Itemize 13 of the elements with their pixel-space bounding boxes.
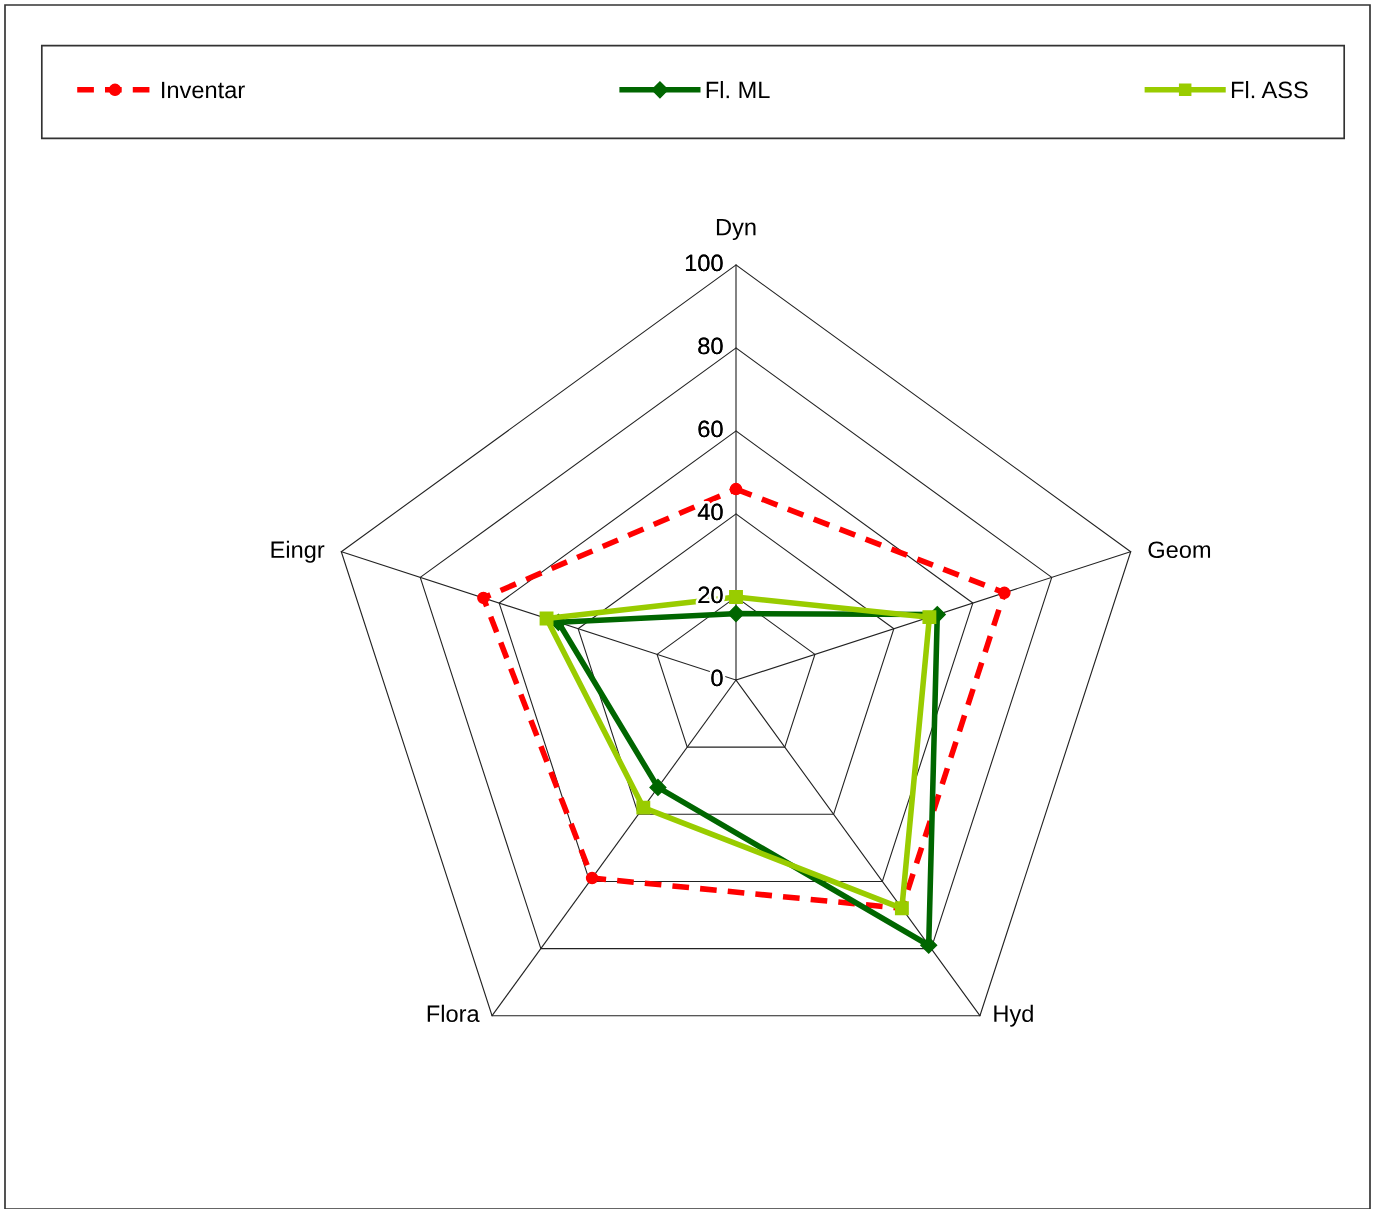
spoke-label: Eingr [271, 540, 325, 563]
legend-label: Fl. ML [706, 81, 770, 99]
spoke-label: Dyn [716, 218, 756, 241]
spoke-label: Geom [1148, 541, 1211, 559]
y-tick-label: 80 [698, 337, 723, 355]
y-tick-label: 60 [698, 420, 723, 438]
y-tick-label: 40 [697, 503, 723, 521]
y-tick-label: 100 [685, 254, 723, 272]
spoke-label: Hyd [994, 1004, 1033, 1027]
legend-label: Fl. ASS [1231, 81, 1308, 99]
legend-label: Inventar [162, 81, 245, 99]
y-tick-label: 0 [711, 669, 723, 687]
spoke-label: Flora [427, 1004, 480, 1023]
